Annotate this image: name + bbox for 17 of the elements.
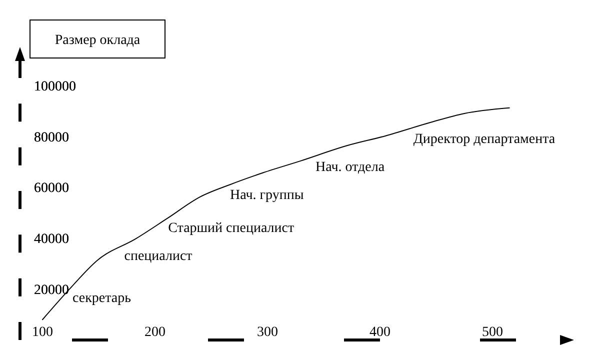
y-tick-label: 60000 (34, 181, 69, 196)
x-tick-label: 300 (257, 324, 278, 340)
annotation: Нач. отдела (316, 160, 386, 176)
y-tick-label: 20000 (34, 282, 69, 298)
x-tick-label: 100 (32, 324, 53, 340)
annotation: Нач. группы (230, 188, 304, 203)
annotation: специалист (124, 249, 192, 264)
x-tick-label: 200 (144, 324, 166, 340)
y-tick-label: 40000 (34, 232, 69, 248)
annotation: Директор департамента (413, 132, 556, 147)
y-axis-title: Размер оклада (54, 32, 141, 48)
annotation: секретарь (72, 290, 132, 306)
y-tick-label: 100000 (34, 79, 76, 94)
x-tick-label: 400 (370, 324, 390, 340)
x-tick-label: 500 (482, 324, 503, 340)
annotation: Старший специалист (168, 221, 294, 236)
y-tick-label: 80000 (34, 130, 69, 146)
